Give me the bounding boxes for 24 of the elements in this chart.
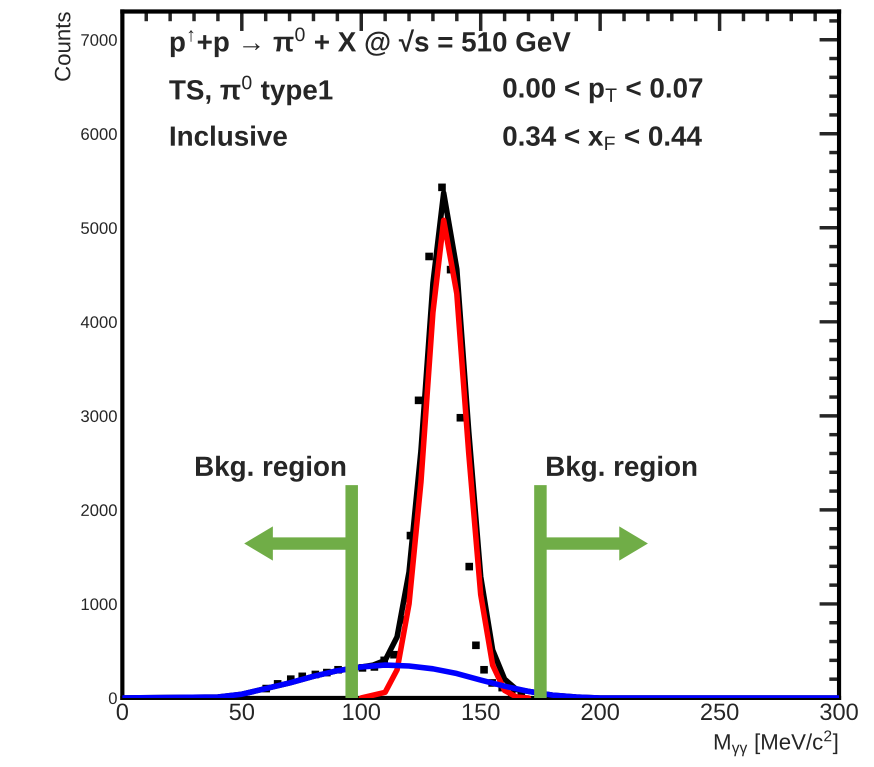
x-tick-label: 50 — [230, 703, 254, 720]
y-tick-label: 1000 — [82, 598, 117, 610]
y-tick-label: 6000 — [81, 128, 117, 140]
annotation: TS, π$^{0}$ type1 — [169, 76, 332, 106]
x-tick-label: 100 — [343, 703, 380, 720]
x-tick-label: 200 — [582, 703, 619, 720]
annotation: 0.00 < p$_{T}$ < 0.07 — [503, 78, 702, 104]
ref-line-label: Bkg. region — [196, 456, 346, 482]
annotation: Inclusive — [170, 126, 287, 146]
x-tick-label: 250 — [701, 703, 738, 720]
ref-line-label: Bkg. region — [547, 456, 696, 482]
x-tick-label: 0 — [116, 703, 128, 720]
y-tick-label: 5000 — [81, 222, 117, 234]
annotation: 0.34 < x$_{F}$ < 0.44 — [503, 126, 702, 150]
x-tick-label: 150 — [462, 703, 500, 720]
y-tick-label: 2000 — [81, 504, 117, 516]
y-tick-label: 7000 — [81, 34, 117, 46]
x-axis-title: M$_{γγ}$ [MeV/c$^{2}$] — [714, 730, 838, 756]
y-tick-label: 0 — [108, 692, 117, 704]
x-tick-label: 300 — [820, 703, 858, 720]
y-tick-label: 3000 — [81, 410, 117, 422]
y-tick-label: 4000 — [80, 316, 117, 328]
y-axis-title: Counts — [54, 12, 70, 81]
annotation: p$^{↑}$+p → π$^{0}$ + X @ √s = 510 GeV — [170, 28, 571, 58]
